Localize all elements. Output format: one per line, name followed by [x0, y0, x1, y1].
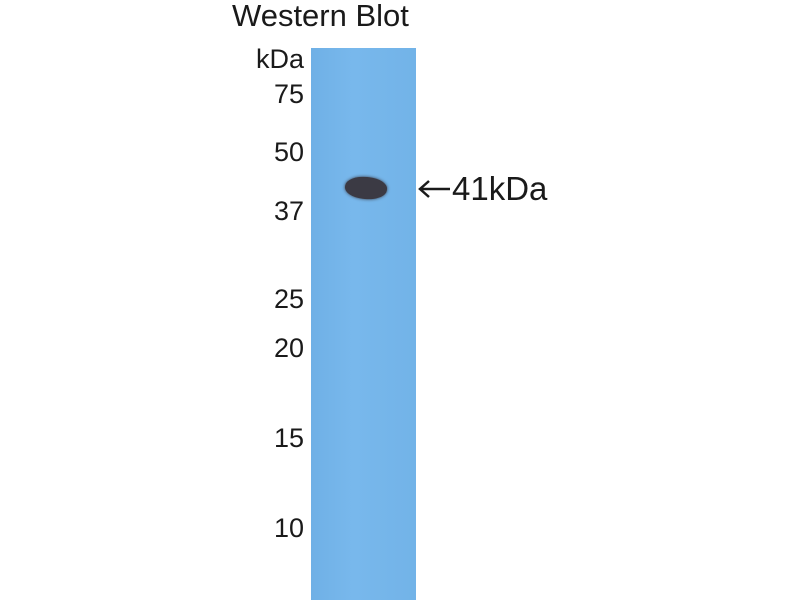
band-size-label: 41kDa — [452, 170, 548, 207]
marker-label: 75 — [273, 79, 304, 109]
marker-label: 20 — [273, 333, 304, 363]
marker-label: 10 — [273, 513, 304, 543]
figure-title: Western Blot — [232, 0, 409, 33]
marker-label: 15 — [273, 423, 304, 453]
unit-label: kDa — [255, 44, 304, 74]
left-arrow-icon — [418, 180, 450, 198]
marker-label: 50 — [273, 137, 304, 167]
marker-label: 25 — [273, 284, 304, 314]
marker-label: 37 — [273, 196, 304, 226]
band-annotation: 41kDa — [418, 170, 547, 208]
blot-lane — [311, 48, 416, 600]
